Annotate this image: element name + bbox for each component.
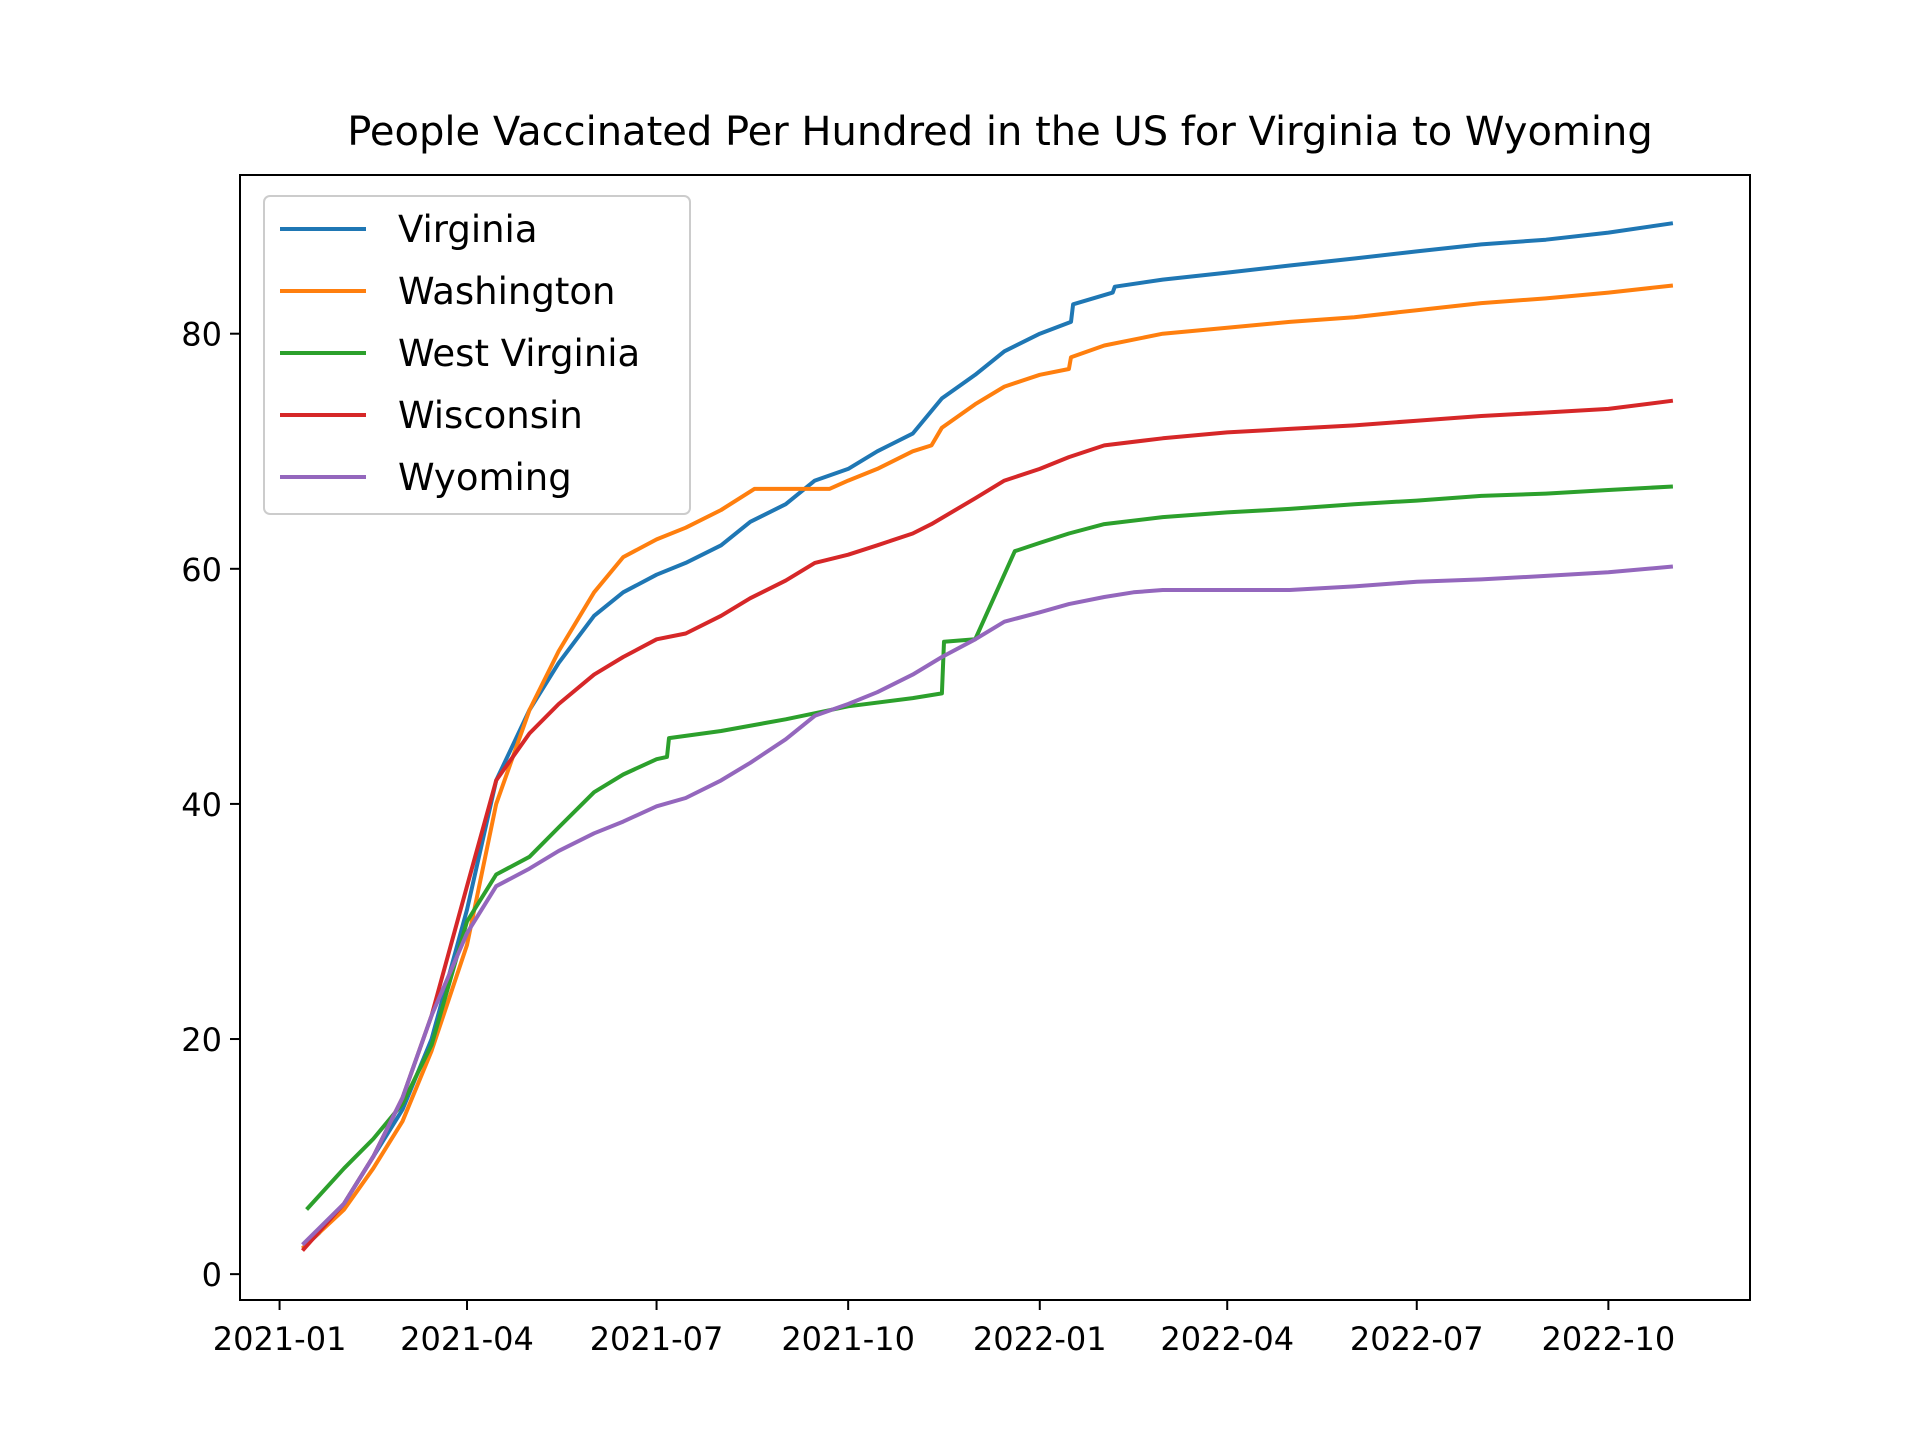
legend-label: Wisconsin: [398, 394, 583, 437]
legend: Virginia Washington West Virginia Wisconsin…: [263, 195, 691, 515]
legend-box: [263, 195, 691, 515]
x-tick-label: 2022-10: [1542, 1320, 1676, 1358]
x-tick-label: 2021-07: [590, 1320, 724, 1358]
series-line-washington: [301, 283, 1674, 1250]
series-line-wyoming: [301, 564, 1674, 1247]
x-tick-label: 2022-07: [1350, 1320, 1484, 1358]
x-axis: 2021-01 2021-04 2021-07 2021-10 2022-01 2022-…: [213, 1300, 1676, 1358]
y-tick-label: 40: [181, 786, 222, 824]
y-tick-label: 0: [202, 1256, 222, 1294]
y-axis: 0 20 40 60 80: [181, 316, 240, 1294]
x-tick-label: 2021-10: [781, 1320, 915, 1358]
y-tick-label: 60: [181, 551, 222, 589]
y-tick-label: 20: [181, 1021, 222, 1059]
chart-title: People Vaccinated Per Hundred in the US …: [347, 109, 1653, 155]
x-tick-label: 2022-01: [973, 1320, 1107, 1358]
plot-frame: [239, 174, 1751, 1301]
series-line-wisconsin: [301, 398, 1674, 1252]
series-lines: [301, 221, 1674, 1252]
legend-label: Virginia: [398, 208, 538, 251]
series-line-west-virginia: [305, 484, 1674, 1211]
legend-label: Wyoming: [398, 456, 572, 499]
legend-label: Washington: [398, 270, 615, 313]
x-tick-label: 2021-01: [213, 1320, 347, 1358]
legend-label: West Virginia: [398, 332, 640, 375]
series-line-virginia: [301, 221, 1674, 1250]
x-tick-label: 2021-04: [400, 1320, 534, 1358]
x-tick-label: 2022-04: [1160, 1320, 1294, 1358]
y-tick-label: 80: [181, 316, 222, 354]
